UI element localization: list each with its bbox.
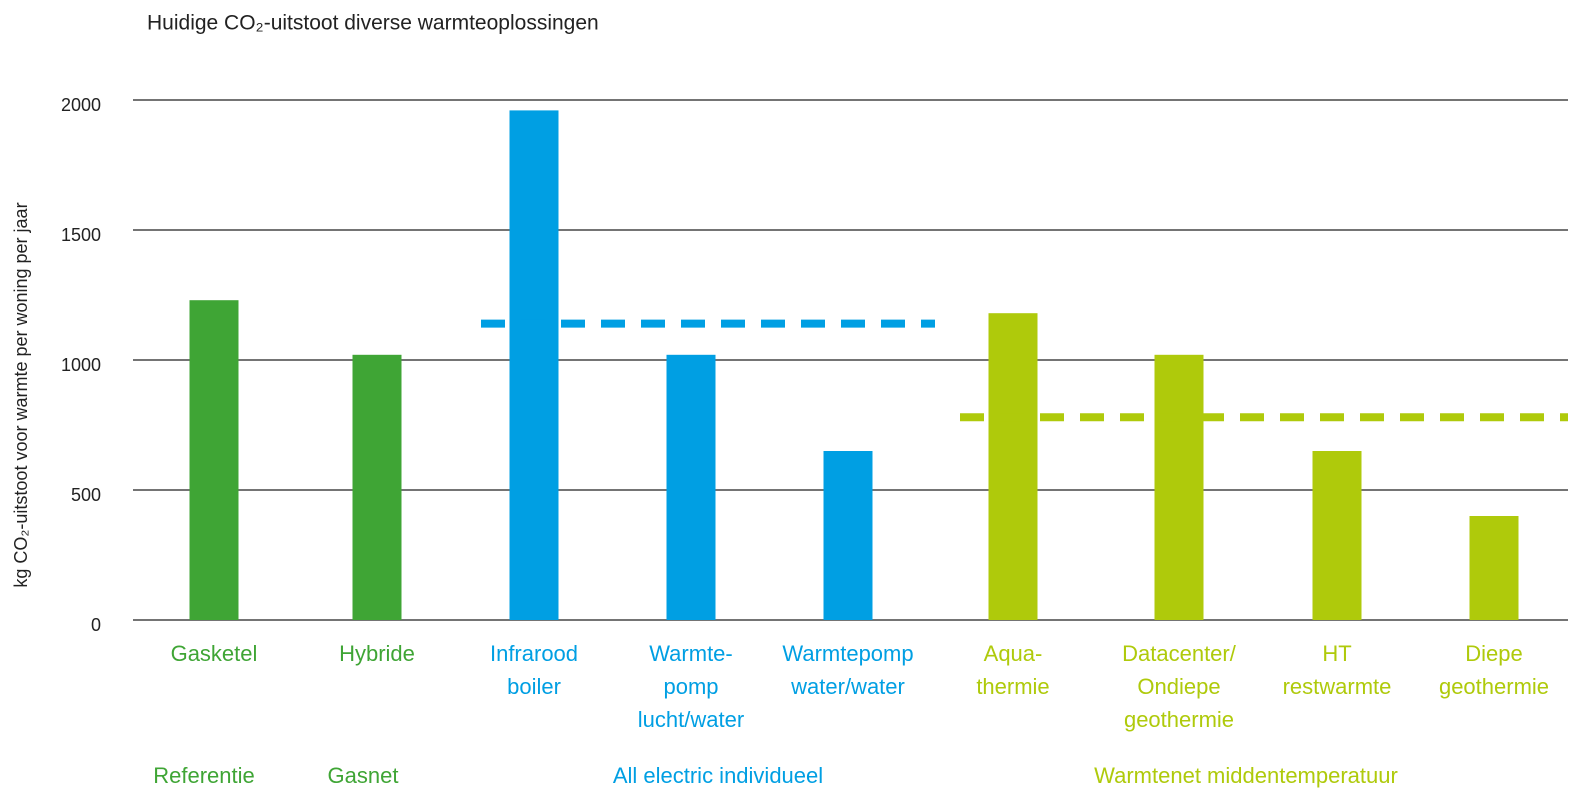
x-tick-label-line: boiler <box>507 674 561 699</box>
y-tick-label: 0 <box>91 615 101 635</box>
bar <box>1154 354 1204 620</box>
bar <box>509 110 559 621</box>
group-label: All electric individueel <box>613 763 823 788</box>
x-tick-label-line: Infrarood <box>490 641 578 666</box>
x-tick-label-line: Gasketel <box>171 641 258 666</box>
x-tick-label: HT restwarmte <box>1283 641 1392 699</box>
x-tick-label-line: Warmte- <box>649 641 733 666</box>
bar <box>1469 516 1519 620</box>
y-tick-label: 1500 <box>61 225 101 245</box>
y-axis-title: kg CO₂-uitstoot voor warmte per woning p… <box>11 202 31 587</box>
bar <box>988 313 1038 620</box>
x-tick-label: Aqua-thermie <box>976 641 1049 699</box>
group-label: Warmtenet middentemperatuur <box>1094 763 1398 788</box>
bar <box>1312 451 1362 620</box>
x-tick-label: Hybride <box>339 641 415 666</box>
x-tick-label-line: HT <box>1322 641 1351 666</box>
chart-title: Huidige CO₂-uitstoot diverse warmteoplos… <box>147 12 599 35</box>
y-tick-label: 500 <box>71 485 101 505</box>
x-tick-label-line: Ondiepe <box>1137 674 1220 699</box>
x-tick-label-line: geothermie <box>1124 707 1234 732</box>
bar <box>823 451 873 620</box>
x-tick-label-line: water/water <box>790 674 905 699</box>
x-tick-label: Infrarood boiler <box>490 641 578 699</box>
x-tick-label-line: restwarmte <box>1283 674 1392 699</box>
x-tick-label: Datacenter/Ondiepe geothermie <box>1122 641 1237 732</box>
x-tick-label-line: lucht/water <box>638 707 744 732</box>
x-tick-label: Diepe geothermie <box>1439 641 1549 699</box>
x-tick-label-line: Hybride <box>339 641 415 666</box>
x-tick-label-line: Datacenter/ <box>1122 641 1237 666</box>
x-tick-label-line: Aqua- <box>984 641 1043 666</box>
x-tick-label-line: Diepe <box>1465 641 1522 666</box>
y-tick-label: 1000 <box>61 355 101 375</box>
x-tick-label: Warmte-pomp lucht/water <box>638 641 744 732</box>
x-tick-label: Warmtepomp water/water <box>782 641 913 699</box>
group-label: Gasnet <box>328 763 399 788</box>
x-tick-label: Gasketel <box>171 641 258 666</box>
x-tick-label-line: pomp <box>663 674 718 699</box>
x-tick-label-line: thermie <box>976 674 1049 699</box>
x-tick-label-line: geothermie <box>1439 674 1549 699</box>
bar <box>666 354 716 620</box>
x-tick-label-line: Warmtepomp <box>782 641 913 666</box>
bar <box>189 300 239 620</box>
group-label: Referentie <box>153 763 255 788</box>
bar <box>352 354 402 620</box>
y-tick-label: 2000 <box>61 95 101 115</box>
